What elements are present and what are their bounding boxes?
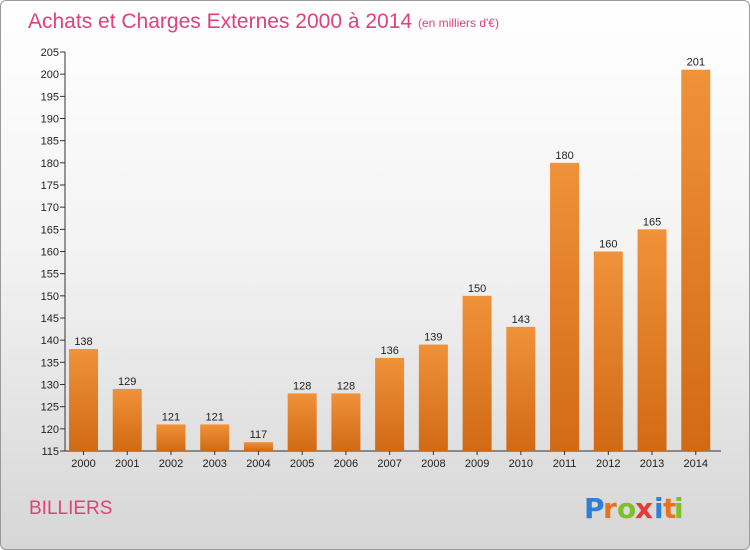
x-tick-label: 2010 (509, 458, 533, 470)
logo-letter: o (617, 492, 636, 525)
bar (112, 388, 142, 451)
data-label: 121 (162, 411, 180, 423)
x-tick-label: 2006 (334, 458, 358, 470)
data-label: 180 (555, 150, 573, 162)
y-tick-label: 195 (41, 91, 59, 103)
x-tick-label: 2002 (159, 458, 183, 470)
logo-letter: i (654, 492, 664, 525)
commune-name: BILLIERS (29, 498, 112, 519)
y-tick-label: 205 (41, 47, 59, 59)
y-tick-label: 130 (41, 380, 59, 392)
bar (156, 424, 186, 451)
y-tick-label: 150 (41, 291, 59, 303)
bar (331, 393, 361, 451)
bar (287, 393, 317, 451)
logo-letter: x (635, 492, 653, 525)
chart-subtitle: (en milliers d'€) (418, 16, 499, 30)
bar (243, 442, 273, 451)
x-tick-label: 2003 (202, 458, 226, 470)
data-label: 139 (424, 332, 442, 344)
x-tick-label: 2009 (465, 458, 489, 470)
x-tick-label: 2004 (246, 458, 270, 470)
logo-letter: r (603, 492, 617, 525)
x-tick-label: 2007 (377, 458, 401, 470)
bar (375, 357, 405, 451)
x-tick-label: 2005 (290, 458, 314, 470)
logo-letter: P (584, 492, 605, 525)
data-label: 128 (293, 380, 311, 392)
x-tick-label: 2000 (71, 458, 95, 470)
data-label: 138 (74, 336, 92, 348)
data-label: 136 (380, 345, 398, 357)
data-label: 160 (599, 239, 617, 251)
y-tick-label: 115 (41, 446, 59, 458)
y-tick-label: 140 (41, 335, 59, 347)
x-tick-label: 2008 (421, 458, 445, 470)
bar (506, 326, 536, 451)
x-tick-label: 2012 (596, 458, 620, 470)
labels: 138 129 121 121 117 128 128 136 139 150 143 180 160 1… (74, 57, 705, 441)
data-label: 201 (687, 57, 705, 69)
axes: 115 120 125 130 135 140 145 150 155 160 165 170 175 1… (41, 47, 721, 470)
bar (200, 424, 230, 451)
y-tick-label: 185 (41, 136, 59, 148)
y-tick-label: 135 (41, 357, 59, 369)
bar (637, 229, 667, 451)
bar (681, 69, 711, 451)
x-tick-label: 2011 (553, 458, 577, 470)
bar (418, 344, 448, 451)
y-tick-label: 180 (41, 158, 59, 170)
data-label: 150 (468, 283, 486, 295)
bars (69, 69, 711, 452)
data-label: 143 (512, 314, 530, 326)
bar (69, 349, 98, 451)
y-tick-label: 170 (41, 202, 59, 214)
y-tick-label: 190 (41, 114, 59, 126)
data-label: 165 (643, 216, 661, 228)
x-tick-label: 2014 (684, 458, 708, 470)
y-tick-label: 160 (41, 247, 59, 259)
logo-letter: i (674, 492, 684, 525)
bar (593, 251, 623, 451)
y-tick-label: 120 (41, 424, 59, 436)
x-tick-label: 2013 (640, 458, 664, 470)
x-tick-label: 2001 (115, 458, 139, 470)
chart-title: Achats et Charges Externes 2000 à 2014 (28, 10, 412, 33)
y-tick-label: 175 (41, 180, 59, 192)
data-label: 129 (118, 376, 136, 388)
y-tick-label: 200 (41, 69, 59, 81)
proxiti-logo: Pr ox i ti (584, 492, 684, 525)
logo-letter: t (663, 492, 676, 525)
data-label: 121 (206, 411, 224, 423)
data-label: 117 (250, 429, 268, 441)
data-label: 128 (337, 380, 355, 392)
bar (462, 295, 492, 451)
y-tick-label: 155 (41, 269, 59, 281)
y-tick-label: 125 (41, 402, 59, 414)
bar (550, 162, 580, 452)
y-tick-label: 165 (41, 224, 59, 236)
y-tick-label: 145 (41, 313, 59, 325)
